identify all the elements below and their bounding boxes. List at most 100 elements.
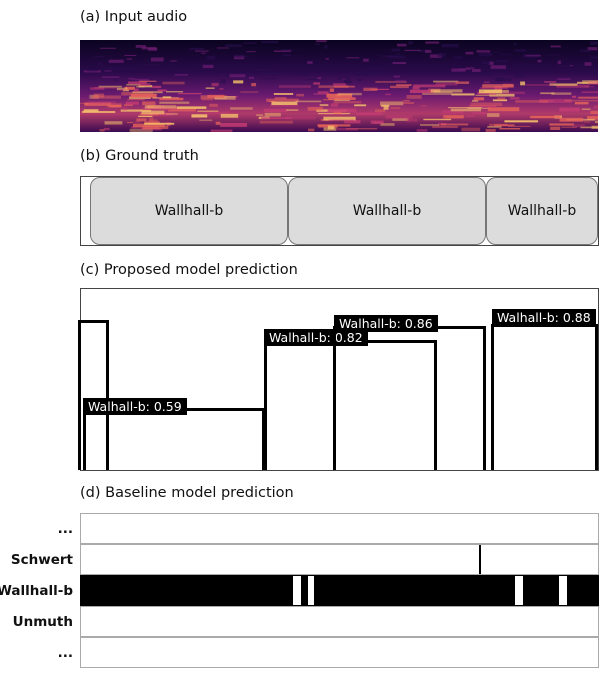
- spectrogram-energy: [93, 93, 105, 98]
- baseline-row-label: ...: [57, 645, 73, 661]
- spectrogram-energy: [150, 57, 164, 62]
- spectrogram-energy: [430, 54, 442, 58]
- spectrogram-energy: [581, 91, 598, 93]
- spectrogram-energy: [581, 108, 591, 111]
- spectrogram-energy: [124, 104, 133, 106]
- spectrogram-energy: [525, 84, 554, 86]
- spectrogram-energy: [475, 94, 491, 97]
- spectrogram-energy: [318, 85, 349, 88]
- spectrogram-energy: [496, 59, 508, 63]
- spectrogram-energy: [451, 68, 466, 72]
- spectrogram-energy: [84, 102, 112, 106]
- spectrogram-energy: [220, 79, 226, 84]
- spectrogram-energy: [120, 109, 152, 112]
- spectrogram-energy: [125, 101, 139, 105]
- spectrogram-energy: [219, 88, 224, 90]
- spectrogram-energy: [356, 112, 383, 116]
- spectrogram-energy: [513, 43, 517, 46]
- spectrogram-energy: [197, 110, 219, 112]
- spectrogram-energy: [402, 102, 415, 104]
- spectrogram-energy: [90, 87, 105, 90]
- spectrogram-energy: [448, 107, 482, 109]
- prediction-label: Walhall-b: 0.88: [492, 309, 596, 326]
- spectrogram-energy: [136, 118, 147, 122]
- spectrogram-energy: [450, 108, 482, 112]
- spectrogram-energy: [559, 117, 584, 122]
- spectrogram-energy: [306, 79, 324, 81]
- spectrogram-energy: [495, 78, 512, 82]
- spectrogram-energy: [202, 64, 214, 69]
- spectrogram-energy: [264, 71, 282, 76]
- spectrogram-energy: [396, 43, 407, 47]
- spectrogram-energy: [487, 107, 520, 112]
- spectrogram-energy: [363, 58, 369, 62]
- spectrogram-energy: [493, 51, 499, 53]
- spectrogram-energy: [220, 113, 239, 118]
- spectrogram-energy: [404, 49, 421, 52]
- spectrogram-energy: [134, 121, 141, 123]
- spectrogram-energy: [445, 116, 464, 119]
- spectrogram-energy: [329, 88, 335, 92]
- spectrogram-energy: [282, 53, 291, 57]
- spectrogram-energy: [390, 107, 401, 109]
- spectrogram-energy: [577, 81, 597, 84]
- spectrogram-energy: [433, 80, 459, 83]
- spectrogram-energy: [152, 85, 162, 89]
- spectrogram-energy: [240, 91, 259, 93]
- spectrogram-energy: [88, 101, 117, 105]
- spectrogram-bands: [80, 40, 598, 132]
- spectrogram-energy: [233, 80, 244, 84]
- baseline-row: [80, 606, 599, 637]
- spectrogram-energy: [317, 77, 322, 80]
- spectrogram-energy: [551, 92, 572, 95]
- panel-c-title: (c) Proposed model prediction: [80, 262, 298, 278]
- spectrogram-energy: [406, 118, 418, 122]
- spectrogram-energy: [422, 91, 453, 95]
- spectrogram-energy: [99, 129, 105, 132]
- spectrogram-energy: [478, 89, 502, 94]
- spectrogram-energy: [285, 116, 316, 120]
- spectrogram-energy: [369, 67, 383, 70]
- spectrogram-energy: [515, 100, 548, 103]
- spectrogram-energy: [138, 115, 153, 118]
- spectrogram-energy: [324, 45, 328, 49]
- spectrogram-energy: [210, 129, 233, 132]
- spectrogram-energy: [354, 71, 367, 76]
- spectrogram-energy: [580, 126, 598, 129]
- spectrogram-energy: [590, 41, 598, 45]
- spectrogram-energy: [594, 120, 598, 124]
- spectrogram-energy: [327, 125, 335, 130]
- spectrogram-energy: [555, 65, 574, 68]
- panel-a-title: (a) Input audio: [80, 9, 188, 25]
- spectrogram-energy: [442, 110, 464, 114]
- prediction-box: [78, 320, 109, 470]
- spectrogram-energy: [472, 99, 479, 102]
- spectrogram-energy: [142, 125, 169, 130]
- spectrogram-energy: [540, 92, 555, 95]
- spectrogram-energy: [162, 96, 172, 99]
- spectrogram-energy: [199, 119, 213, 121]
- spectrogram-energy: [216, 47, 229, 49]
- spectrogram-energy: [571, 124, 585, 128]
- spectrogram-energy: [412, 86, 420, 90]
- spectrogram-energy: [182, 71, 190, 75]
- spectrogram-energy: [578, 96, 598, 99]
- spectrogram-energy: [416, 129, 428, 132]
- spectrogram-energy: [525, 55, 541, 57]
- spectrogram-energy: [593, 105, 598, 109]
- spectrogram-energy: [564, 99, 598, 102]
- spectrogram-energy: [590, 110, 598, 115]
- spectrogram-energy: [499, 53, 511, 55]
- spectrogram-energy: [325, 58, 329, 60]
- spectrogram-energy: [480, 86, 508, 89]
- spectrogram-energy: [278, 85, 311, 88]
- baseline-row: [80, 544, 599, 575]
- spectrogram-energy: [467, 107, 491, 109]
- spectrogram-energy: [141, 46, 157, 50]
- spectrogram-energy: [453, 56, 462, 59]
- spectrogram-energy: [149, 117, 154, 121]
- spectrogram-energy: [550, 126, 561, 130]
- spectrogram-energy: [260, 40, 279, 44]
- baseline-row: [80, 513, 599, 544]
- spectrogram-energy: [597, 100, 598, 103]
